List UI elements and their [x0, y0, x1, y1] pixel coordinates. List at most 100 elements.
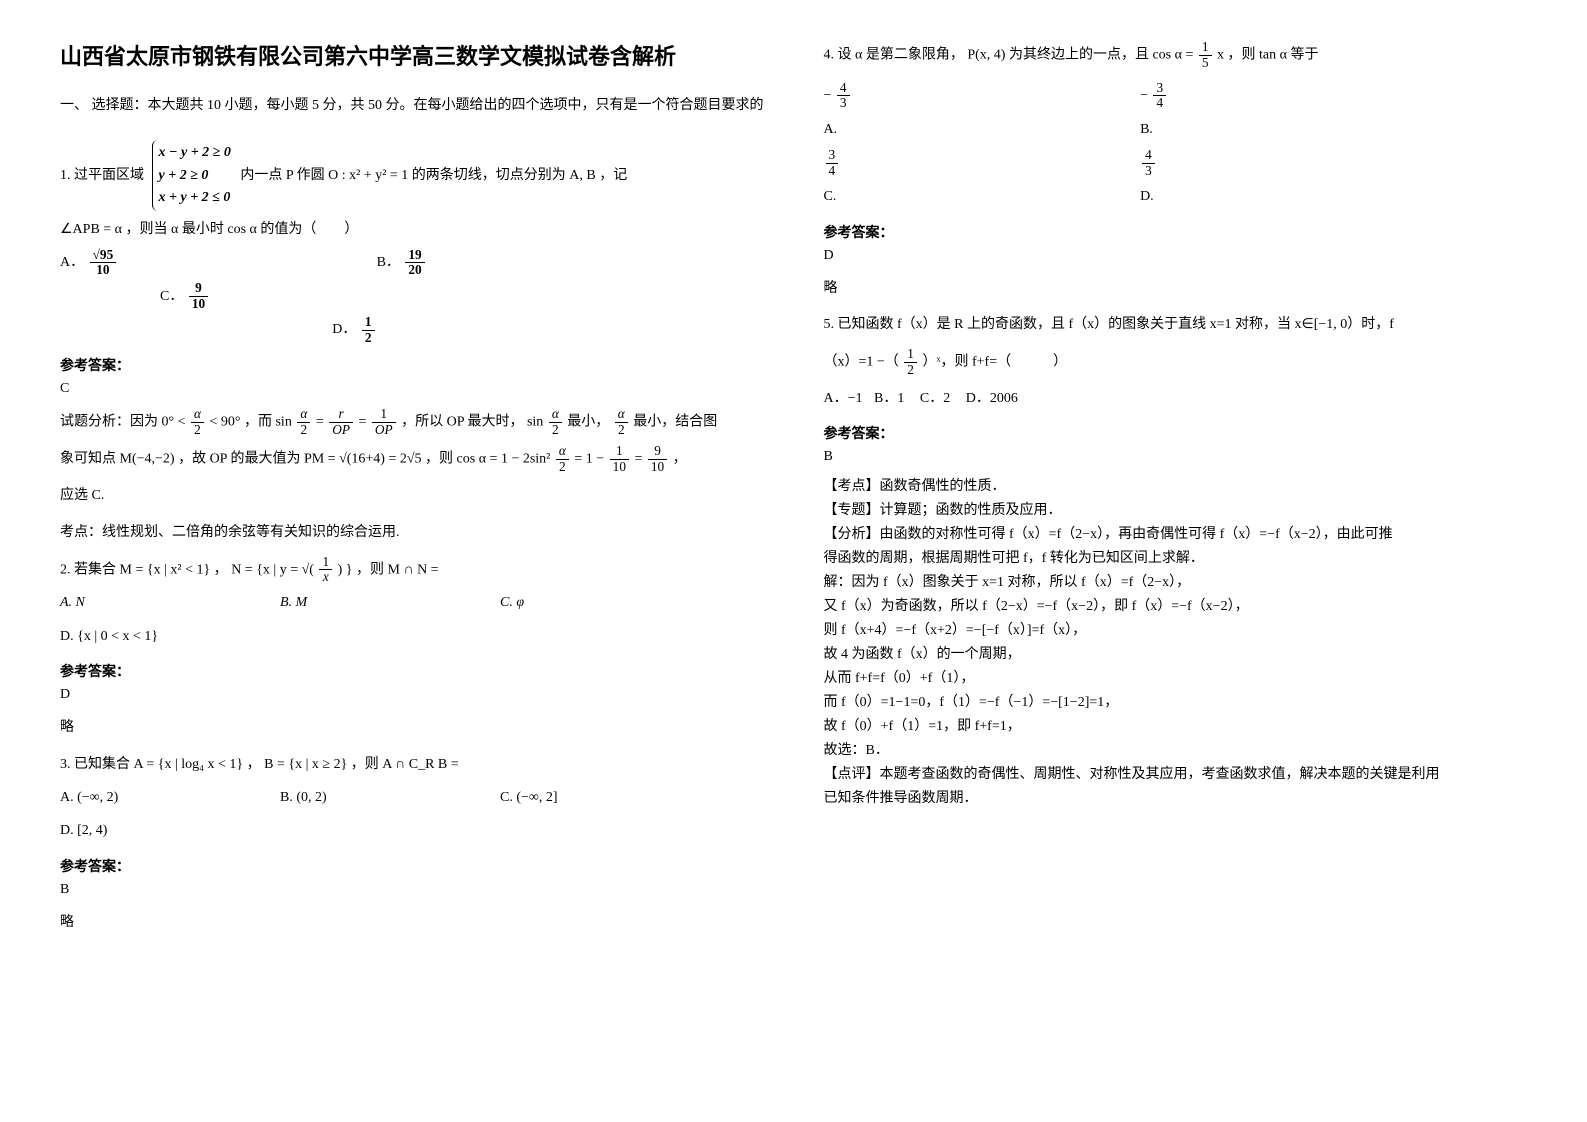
q5-c2: 已知条件推导函数周期．	[824, 787, 1528, 807]
f-a2d5: 2	[556, 460, 569, 475]
f-910n: 9	[648, 444, 667, 460]
q5-c1: 【点评】本题考查函数的奇偶性、周期性、对称性及其应用，考查函数求值，解决本题的关…	[824, 763, 1528, 783]
q5-s2: 又 f（x）为奇函数，所以 f（2−x）=−f（x−2），即 f（x）=−f（x…	[824, 595, 1528, 615]
q1-d-num: 1	[362, 315, 375, 331]
f-rd: OP	[329, 423, 353, 438]
q2-ans: D	[60, 687, 764, 703]
q5-a: A．−1	[824, 391, 863, 406]
q4-bd: 4	[1153, 96, 1166, 111]
q1-b-num: 19	[405, 248, 424, 264]
q4-opt-d: 43 D.	[1140, 146, 1457, 213]
f-a2n3: α	[549, 407, 562, 423]
f-1d: OP	[372, 423, 396, 438]
f-15d: 5	[1199, 56, 1212, 71]
q1-sys3: x + y + 2 ≤ 0	[159, 187, 231, 209]
q1-e2b: = 1 −	[574, 451, 604, 466]
q1-e1b: < 90° ，而 sin	[209, 414, 291, 429]
f-12n: 1	[904, 347, 917, 363]
question-2: 2. 若集合 M = {x | x² < 1} ， N = {x | y = √…	[60, 555, 764, 653]
q5-d: D．2006	[966, 391, 1018, 406]
q1-b-pre: B．	[377, 255, 400, 270]
f-15n: 1	[1199, 40, 1212, 56]
q1-sys2: y + 2 ≥ 0	[159, 165, 231, 187]
q1-c-den: 10	[189, 297, 208, 312]
q5-s4: 故 4 为函数 f（x）的一个周期，	[824, 643, 1528, 663]
q1-explain3: 应选 C.	[60, 481, 764, 512]
question-4: 4. 设 α 是第二象限角， P(x, 4) 为其终边上的一点，且 cos α …	[824, 40, 1528, 214]
q1-e1c: =	[316, 414, 324, 429]
q1-b-den: 20	[405, 263, 424, 278]
q5-t4: 得函数的周期，根据周期性可把 f，f 转化为已知区间上求解．	[824, 547, 1528, 567]
q5-s5: 从而 f+f=f（0）+f（1），	[824, 667, 1528, 687]
q4-dp: D.	[1140, 189, 1154, 204]
q2-opt-b: B. M	[280, 586, 460, 620]
q5-ans: B	[824, 449, 1528, 465]
q2-opt-a: A. N	[60, 586, 240, 620]
q3-note: 略	[60, 908, 764, 939]
page-title: 山西省太原市钢铁有限公司第六中学高三数学文模拟试卷含解析	[60, 40, 764, 73]
question-3: 3. 已知集合 A = {x | log₄ x < 1} ， B = {x | …	[60, 750, 764, 848]
q1-explain2: 象可知点 M(−4,−2) ，故 OP 的最大值为 PM = √(16+4) =…	[60, 444, 764, 475]
q1-e1d: =	[358, 414, 366, 429]
q2-note: 略	[60, 713, 764, 744]
f-a2n4: α	[615, 407, 628, 423]
q4-bn: 3	[1153, 81, 1166, 97]
f-a2n: α	[191, 407, 204, 423]
q1-ans: C	[60, 381, 764, 397]
q2-tc: ) }	[338, 562, 353, 577]
q1-c-pre: C．	[160, 289, 183, 304]
q1-mid1: 内一点 P 作圆 O : x² + y² = 1 的两条切线，切点分别为 A, …	[240, 168, 627, 183]
q1-opt-d: D． 12	[60, 313, 417, 347]
q1-opt-b: B． 1920	[377, 246, 694, 280]
q4-dd: 3	[1142, 164, 1155, 179]
f-110n: 1	[610, 444, 629, 460]
q4-opt-a: − 43 A.	[824, 79, 1141, 146]
q4-cp: C.	[824, 189, 837, 204]
q3-ans: B	[60, 882, 764, 898]
q4-bp: B.	[1140, 122, 1153, 137]
q1-c-num: 9	[189, 281, 208, 297]
f-1xn: 1	[319, 555, 332, 571]
q1-opt-a: A． √9510	[60, 246, 377, 280]
q4-as: −	[824, 88, 832, 103]
q1-explain1: 试题分析：因为 0° < α2 < 90° ，而 sin α2 = rOP = …	[60, 407, 764, 438]
q5-t3: 【分析】由函数的对称性可得 f（x）=f（2−x），再由奇偶性可得 f（x）=−…	[824, 523, 1528, 543]
q2-ta: 2. 若集合 M = {x | x² < 1} ，	[60, 562, 228, 577]
q5-t2: 【专题】计算题；函数的性质及应用．	[824, 499, 1528, 519]
q1-system: x − y + 2 ≥ 0 y + 2 ≥ 0 x + y + 2 ≤ 0	[152, 140, 237, 211]
q1-e2d: ，	[673, 451, 687, 466]
q4-cd: 4	[826, 164, 839, 179]
q2-td: ，则 M ∩ N =	[356, 562, 439, 577]
f-a2d4: 2	[615, 423, 628, 438]
q4-ap: A.	[824, 122, 838, 137]
q1-e1f: 最小，	[567, 414, 609, 429]
q1-e1a: 试题分析：因为 0° <	[60, 414, 186, 429]
question-1: 1. 过平面区域 x − y + 2 ≥ 0 y + 2 ≥ 0 x + y +…	[60, 136, 764, 347]
q1-d-den: 2	[362, 331, 375, 346]
f-910d: 10	[648, 460, 667, 475]
q4-ans: D	[824, 248, 1528, 264]
question-5-line2: （x）=1 −（ 12 ）ˣ，则 f+f=（ ）	[824, 347, 1528, 378]
q5-s6: 而 f（0）=1−1=0，f（1）=−f（−1）=−[1−2]=1，	[824, 691, 1528, 711]
f-a2d3: 2	[549, 423, 562, 438]
q1-opt-c: C． 910	[60, 280, 477, 314]
q4-an: 4	[837, 81, 850, 97]
q3-opt-a: A. (−∞, 2)	[60, 781, 240, 815]
q4-ta: 4. 设 α 是第二象限角， P(x, 4) 为其终边上的一点，且 cos α …	[824, 47, 1194, 62]
f-a2n2: α	[297, 407, 310, 423]
q4-opt-c: 34 C.	[824, 146, 1141, 213]
q1-d-pre: D．	[332, 322, 356, 337]
section-intro: 一、 选择题：本大题共 10 小题，每小题 5 分，共 50 分。在每小题给出的…	[60, 93, 764, 118]
q5-ans-label: 参考答案：	[824, 423, 1528, 443]
f-rn: r	[329, 407, 353, 423]
f-1xd: x	[319, 570, 332, 585]
q1-pre: 1. 过平面区域	[60, 168, 144, 183]
f-1n: 1	[372, 407, 396, 423]
q1-sys1: x − y + 2 ≥ 0	[159, 142, 231, 164]
q2-opt-c: C. φ	[500, 586, 680, 620]
q1-e1e: ，所以 OP 最大时， sin	[401, 414, 543, 429]
q4-ans-label: 参考答案：	[824, 222, 1528, 242]
q2-opt-d: D. {x | 0 < x < 1}	[60, 620, 240, 654]
q4-note: 略	[824, 274, 1528, 305]
f-a2d2: 2	[297, 423, 310, 438]
